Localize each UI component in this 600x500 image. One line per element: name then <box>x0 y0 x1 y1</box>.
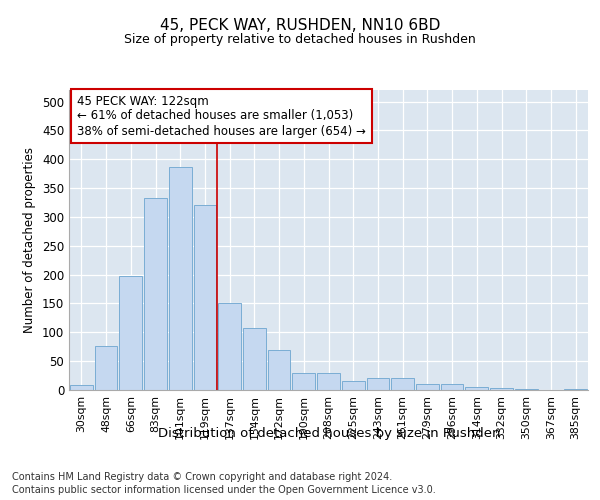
Bar <box>416 384 439 390</box>
Bar <box>144 198 167 390</box>
Bar <box>218 304 241 390</box>
Bar <box>95 346 118 390</box>
Text: Size of property relative to detached houses in Rushden: Size of property relative to detached ho… <box>124 32 476 46</box>
Text: 45, PECK WAY, RUSHDEN, NN10 6BD: 45, PECK WAY, RUSHDEN, NN10 6BD <box>160 18 440 32</box>
Bar <box>490 388 513 390</box>
Bar <box>367 378 389 390</box>
Bar <box>466 386 488 390</box>
Text: Contains HM Land Registry data © Crown copyright and database right 2024.: Contains HM Land Registry data © Crown c… <box>12 472 392 482</box>
Bar <box>342 382 365 390</box>
Bar <box>292 374 315 390</box>
Text: 45 PECK WAY: 122sqm
← 61% of detached houses are smaller (1,053)
38% of semi-det: 45 PECK WAY: 122sqm ← 61% of detached ho… <box>77 94 365 138</box>
Bar <box>119 276 142 390</box>
Y-axis label: Number of detached properties: Number of detached properties <box>23 147 37 333</box>
Bar <box>441 384 463 390</box>
Bar <box>243 328 266 390</box>
Bar <box>194 206 216 390</box>
Text: Contains public sector information licensed under the Open Government Licence v3: Contains public sector information licen… <box>12 485 436 495</box>
Bar <box>391 378 414 390</box>
Text: Distribution of detached houses by size in Rushden: Distribution of detached houses by size … <box>158 428 500 440</box>
Bar <box>70 386 93 390</box>
Bar <box>169 168 191 390</box>
Bar <box>317 374 340 390</box>
Bar <box>268 350 290 390</box>
